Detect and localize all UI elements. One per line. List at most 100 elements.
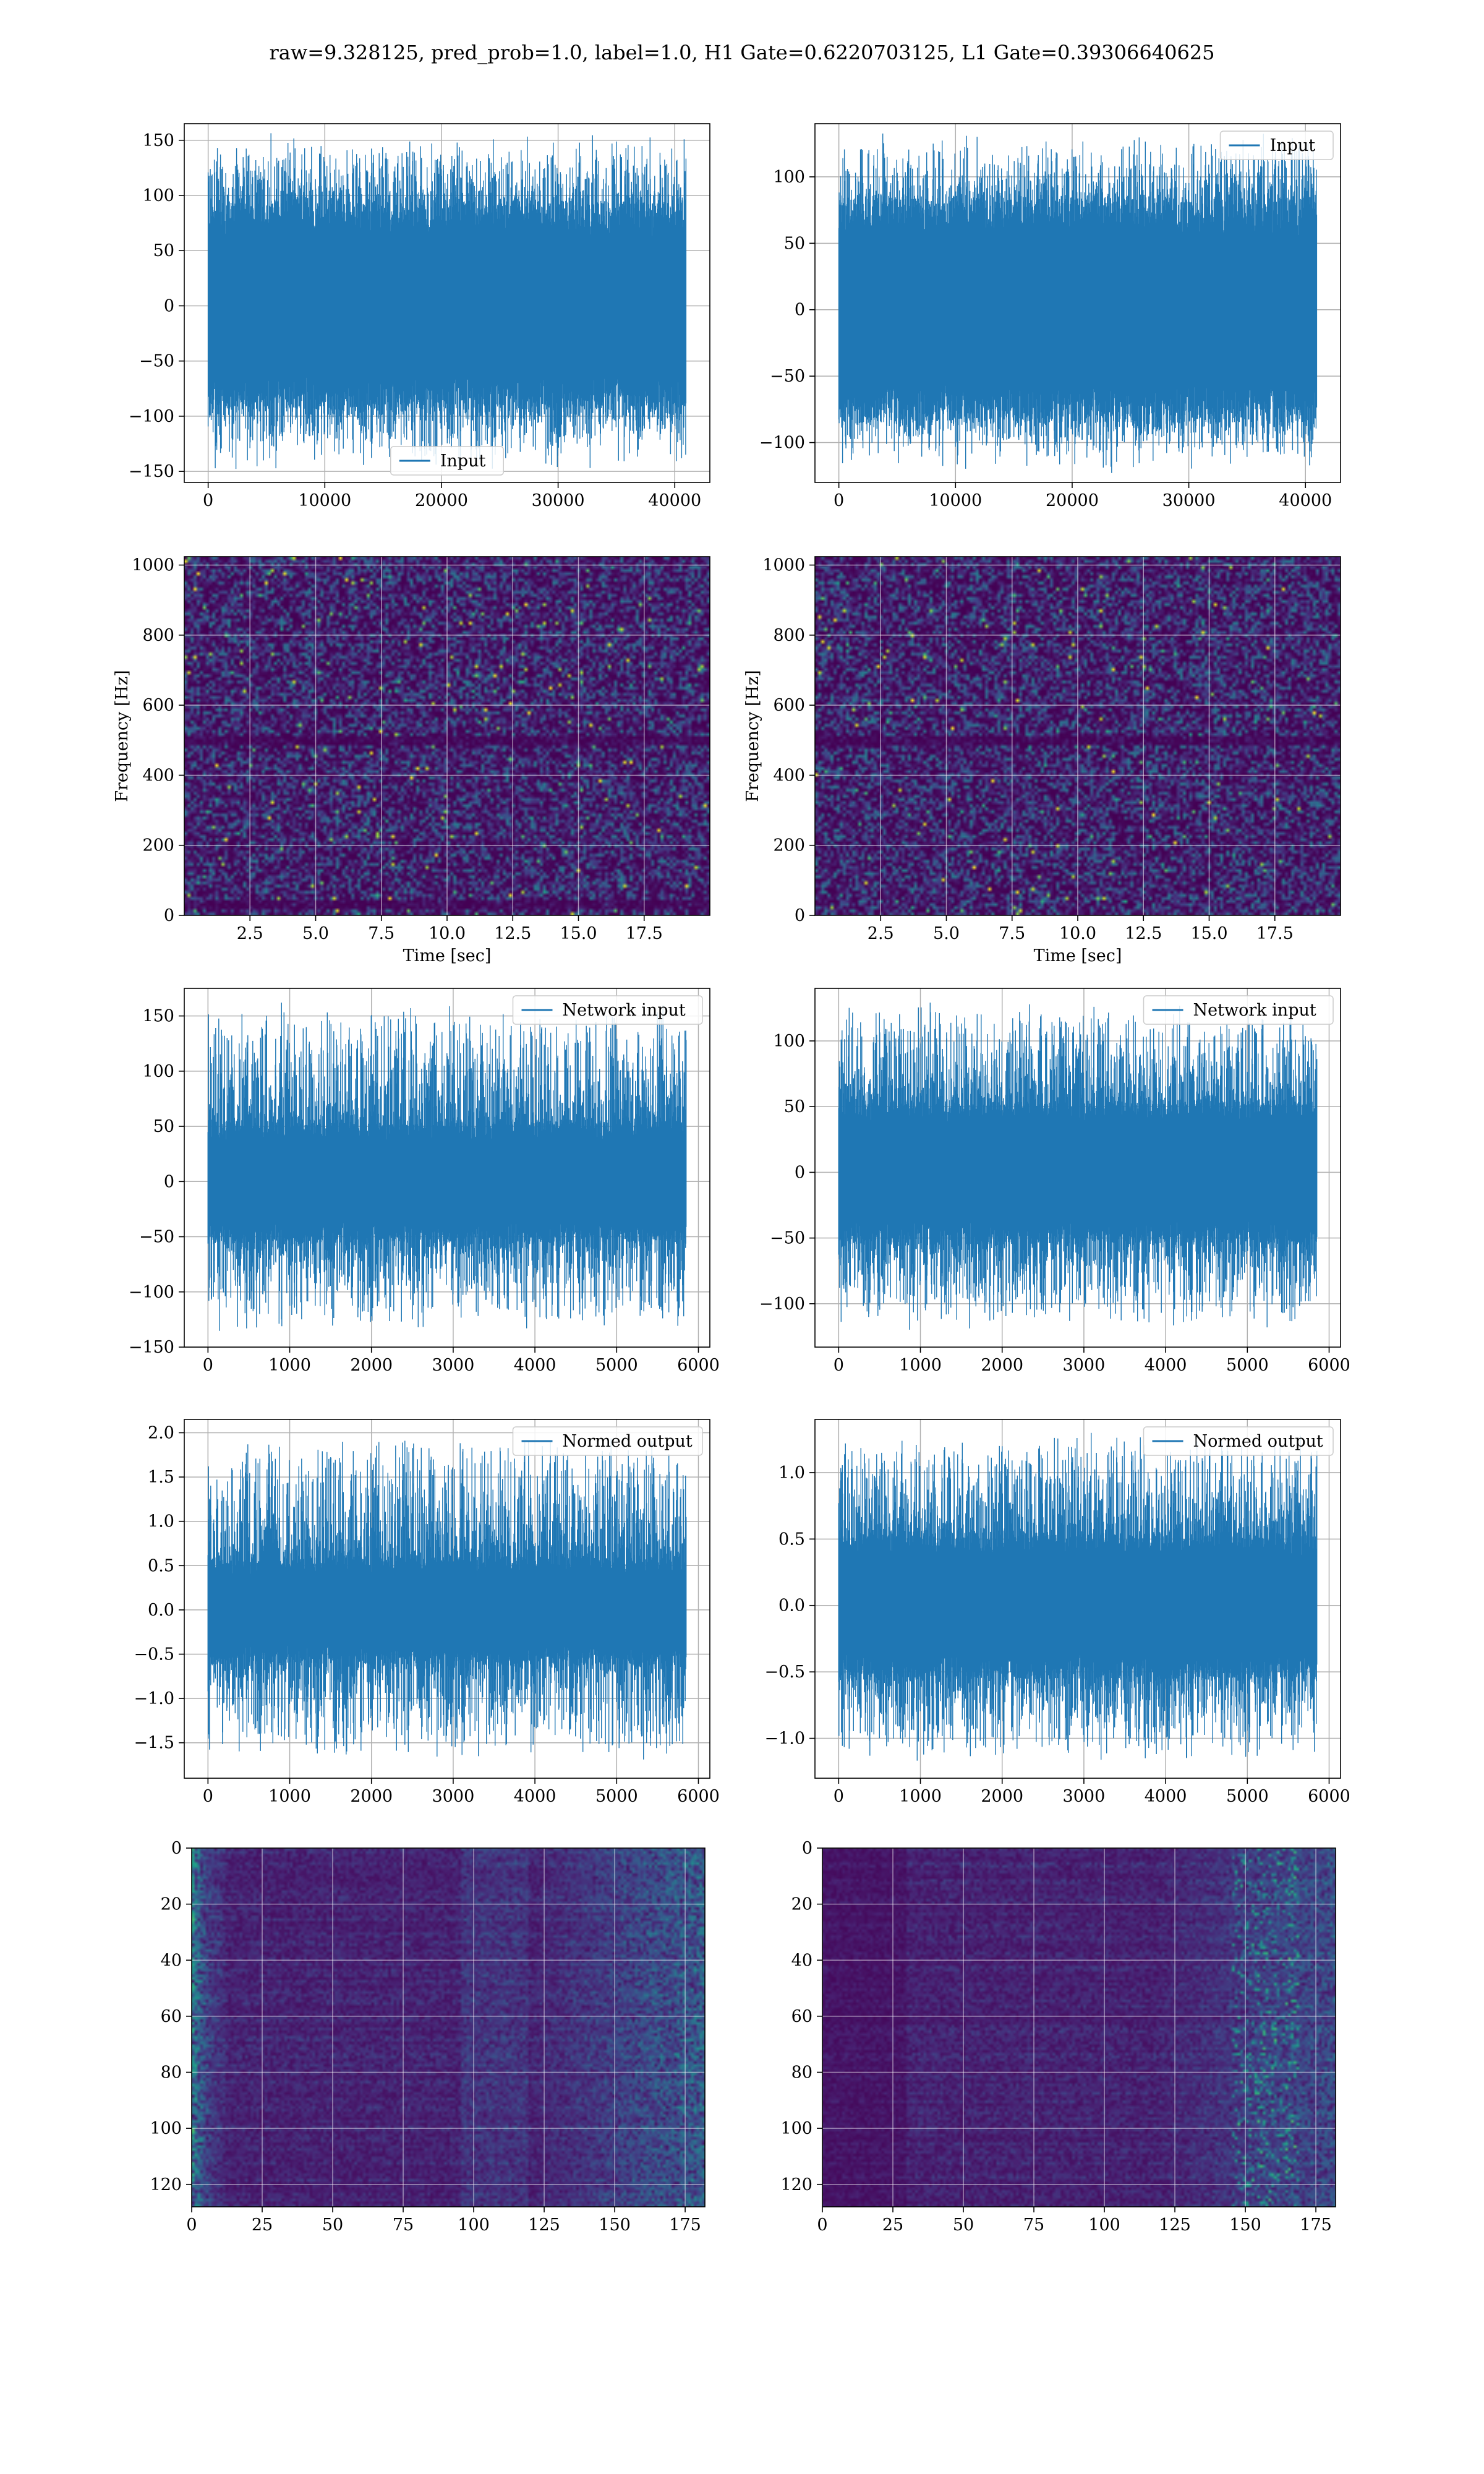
x-tick-label: 2.5 [868, 924, 894, 943]
y-tick-label: −0.5 [134, 1645, 174, 1664]
x-tick-label: 3000 [432, 1356, 475, 1375]
x-tick-label: 7.5 [368, 924, 394, 943]
y-axis-label: Frequency [Hz] [113, 670, 132, 802]
x-tick-label: 0 [834, 1356, 844, 1375]
legend-label: Input [1270, 136, 1316, 155]
x-tick-label: 0 [203, 491, 213, 510]
axes-frame [184, 123, 710, 483]
y-tick-label: 200 [142, 836, 174, 855]
y-tick-label: 80 [161, 2063, 182, 2082]
y-tick-label: 50 [153, 241, 174, 260]
x-tick-label: 6000 [1308, 1787, 1350, 1806]
x-tick-label: 20000 [1046, 491, 1099, 510]
series-line-h1-input [207, 133, 687, 469]
y-tick-label: 50 [784, 234, 805, 253]
y-tick-label: 100 [773, 168, 805, 187]
axes-frame [184, 988, 710, 1348]
y-tick-label: −1.0 [134, 1689, 174, 1708]
y-tick-label: 2.0 [148, 1423, 174, 1442]
y-tick-label: 0.5 [148, 1556, 174, 1575]
y-tick-label: −50 [139, 1228, 174, 1247]
x-tick-label: 30000 [532, 491, 585, 510]
x-tick-label: 0 [186, 2215, 197, 2235]
l1-spectrogram-axes: 2.5 5.0 7.5 10.0 12.5 15.0 17.5 0 200 400 600 800 10… [743, 556, 1341, 965]
y-tick-label: 80 [791, 2063, 812, 2082]
y-tick-label: 1000 [762, 556, 805, 575]
y-tick-label: 400 [142, 766, 174, 785]
legend-box [512, 995, 703, 1025]
series-line-h1-network-input [207, 1003, 687, 1331]
x-tick-label: 40000 [648, 491, 701, 510]
legend-label: Normed output [563, 1432, 693, 1451]
x-tick-label: 40000 [1279, 491, 1332, 510]
legend: Network input [1143, 995, 1334, 1025]
x-tick-label: 150 [1229, 2215, 1261, 2235]
y-tick-label: 600 [142, 696, 174, 715]
series-line-h1-normed-output [207, 1438, 687, 1760]
series-line-l1-input [838, 133, 1318, 473]
h1-network-input-axes: 0 1000 2000 3000 4000 5000 6000 −150 −100 −50 0 50 1… [129, 988, 720, 1375]
y-tick-label: 1000 [132, 556, 174, 575]
x-tick-label: 7.5 [999, 924, 1025, 943]
x-tick-label: 4000 [514, 1356, 556, 1375]
axes-frame [814, 988, 1341, 1348]
y-tick-label: 60 [161, 2007, 182, 2026]
y-tick-label: 0 [171, 1839, 182, 1858]
x-tick-label: 5.0 [933, 924, 960, 943]
figure-title: raw=9.328125, pred_prob=1.0, label=1.0, … [269, 41, 1215, 64]
x-tick-label: 10000 [298, 491, 351, 510]
x-tick-label: 5000 [1226, 1356, 1269, 1375]
x-tick-label: 2000 [350, 1356, 393, 1375]
x-tick-label: 17.5 [626, 924, 663, 943]
x-tick-label: 10000 [929, 491, 982, 510]
x-axis-label: Time [sec] [403, 946, 492, 965]
x-tick-label: 150 [599, 2215, 631, 2235]
x-tick-label: 12.5 [1125, 924, 1162, 943]
y-tick-label: 800 [142, 626, 174, 645]
y-tick-label: −50 [139, 352, 174, 371]
axes-frame [814, 123, 1341, 483]
axes-frame [814, 1419, 1341, 1779]
y-tick-label: 0 [795, 301, 805, 320]
y-tick-label: 0.0 [148, 1601, 174, 1620]
x-tick-label: 50 [953, 2215, 974, 2235]
y-tick-label: 0 [164, 906, 174, 925]
h1-input-axes: 0 10000 20000 30000 40000 −150 −100 −50 0 50 100 15… [129, 123, 710, 510]
x-tick-label: 50 [322, 2215, 343, 2235]
x-tick-label: 0 [834, 491, 844, 510]
x-tick-label: 1000 [268, 1356, 311, 1375]
x-tick-label: 2000 [981, 1356, 1023, 1375]
l1-input-axes: 0 10000 20000 30000 40000 −100 −50 0 50 100 Input [759, 123, 1341, 510]
y-tick-label: 0 [795, 1163, 805, 1182]
x-tick-label: 15.0 [1190, 924, 1227, 943]
y-tick-label: 150 [142, 1007, 174, 1026]
x-tick-label: 20000 [415, 491, 468, 510]
y-tick-label: −150 [129, 1338, 174, 1357]
y-tick-label: 200 [773, 836, 805, 855]
x-tick-label: 5000 [1226, 1787, 1269, 1806]
y-tick-label: −50 [770, 367, 805, 386]
x-tick-label: 3000 [1063, 1356, 1106, 1375]
x-tick-label: 2000 [350, 1787, 393, 1806]
x-tick-label: 25 [252, 2215, 273, 2235]
x-tick-label: 4000 [1145, 1787, 1187, 1806]
x-tick-label: 100 [1088, 2215, 1120, 2235]
l1-normed-output-axes: 0 1000 2000 3000 4000 5000 6000 −1.0 −0.5 0.0 0.5 1… [764, 1419, 1350, 1806]
legend-box [1219, 131, 1334, 160]
y-tick-label: 40 [161, 1951, 182, 1970]
l1-network-input-axes: 0 1000 2000 3000 4000 5000 6000 −100 −50 0 50 100 Ne… [759, 988, 1350, 1375]
y-tick-label: 100 [150, 2119, 182, 2138]
x-tick-label: 17.5 [1256, 924, 1294, 943]
y-tick-label: 0 [802, 1839, 812, 1858]
legend: Network input [512, 995, 703, 1025]
y-tick-label: 0.5 [778, 1530, 805, 1549]
axes-frame [191, 1847, 706, 2207]
y-tick-label: 20 [161, 1895, 182, 1914]
y-tick-label: −100 [759, 1295, 805, 1314]
legend-label: Network input [563, 1001, 686, 1020]
x-tick-label: 3000 [1063, 1787, 1106, 1806]
x-tick-label: 0 [834, 1787, 844, 1806]
series-line-l1-normed-output [838, 1432, 1318, 1761]
x-tick-label: 175 [669, 2215, 701, 2235]
